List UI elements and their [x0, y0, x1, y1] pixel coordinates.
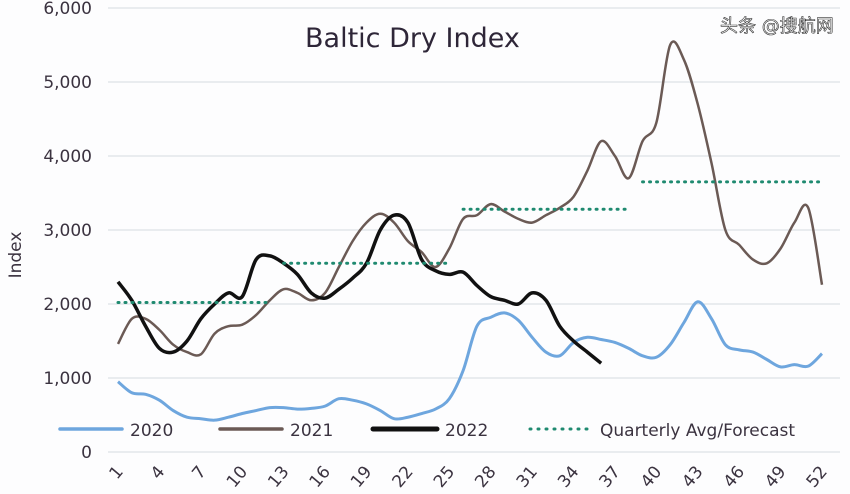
x-tick-label: 13	[264, 462, 293, 491]
x-tick-label: 25	[430, 462, 459, 491]
legend-label: Quarterly Avg/Forecast	[600, 421, 795, 441]
x-tick-label: 7	[188, 462, 210, 483]
watermark: 头条 @搜航网	[720, 16, 834, 37]
series-line-2022	[116, 213, 603, 365]
x-tick-label: 43	[678, 462, 707, 491]
x-tick-label: 49	[761, 462, 790, 491]
x-tick-label: 28	[471, 462, 500, 491]
legend-label: 2022	[445, 421, 488, 441]
x-tick-label: 34	[554, 462, 583, 491]
x-tick-label: 52	[803, 462, 832, 491]
legend-label: 2021	[290, 421, 333, 441]
series-line-2021	[116, 40, 824, 357]
legend-label: 2020	[130, 421, 173, 441]
x-tick-label: 16	[306, 462, 335, 491]
y-tick-label: 4,000	[43, 147, 92, 167]
series-line-2020	[117, 300, 824, 422]
x-tick-label: 37	[596, 462, 625, 491]
x-tick-label: 10	[223, 462, 252, 491]
y-tick-label: 0	[81, 443, 92, 463]
x-tick-label: 1	[106, 462, 128, 483]
y-axis-label: Index	[6, 232, 26, 279]
y-tick-label: 5,000	[43, 73, 92, 93]
y-tick-label: 2,000	[43, 295, 92, 315]
y-tick-label: 1,000	[43, 369, 92, 389]
x-tick-label: 46	[720, 462, 749, 491]
x-tick-label: 4	[147, 462, 169, 483]
x-tick-label: 40	[637, 462, 666, 491]
x-tick-label: 22	[388, 462, 417, 491]
y-tick-label: 3,000	[43, 221, 92, 241]
chart-title: Baltic Dry Index	[305, 23, 520, 54]
y-tick-label: 6,000	[43, 0, 92, 19]
x-tick-label: 19	[347, 462, 376, 491]
x-tick-label: 31	[513, 462, 542, 491]
